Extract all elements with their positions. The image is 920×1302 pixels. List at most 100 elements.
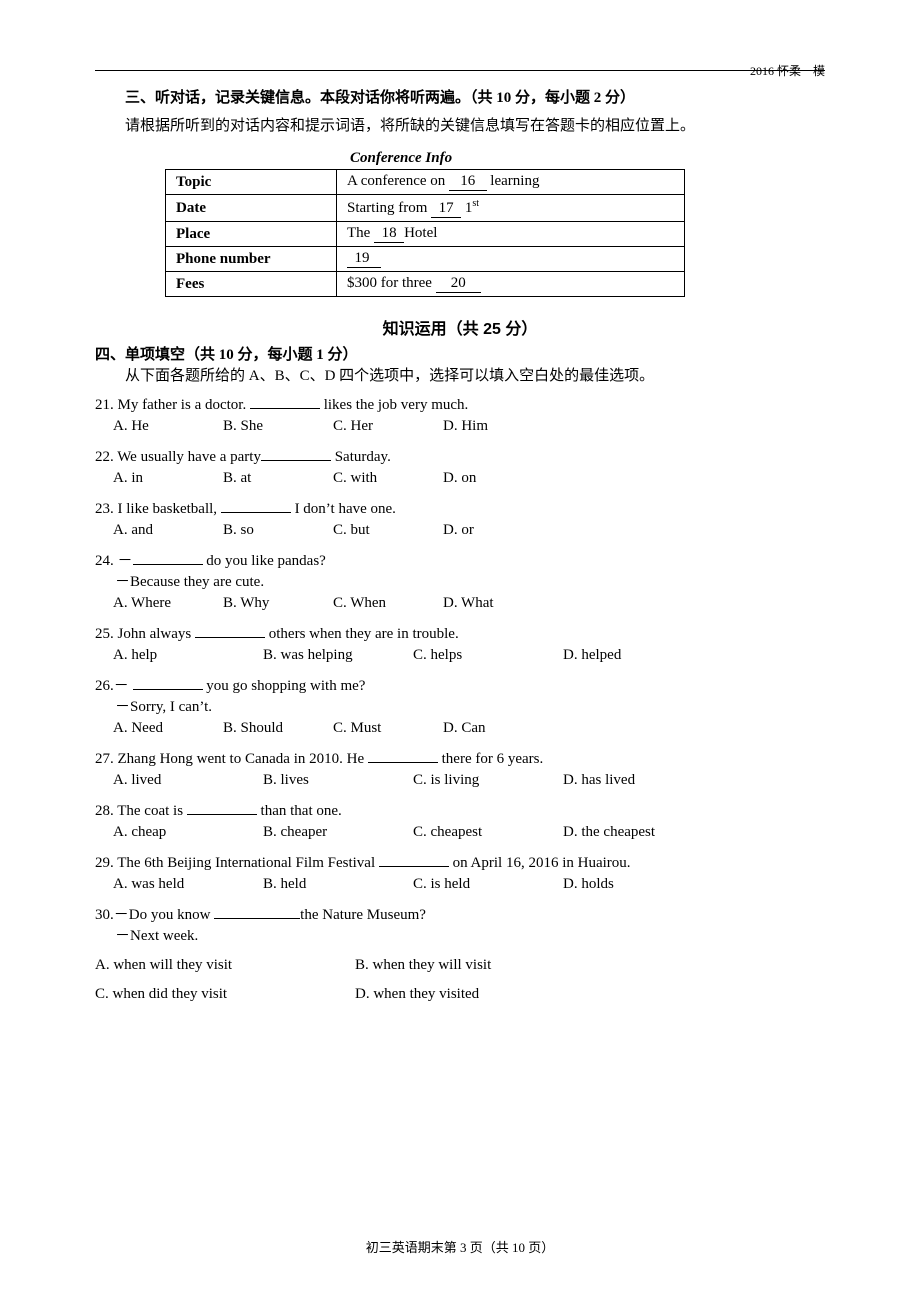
fill-blank[interactable] (187, 799, 257, 815)
answer-option[interactable]: C. with (333, 468, 443, 489)
answer-option[interactable]: D. holds (563, 874, 713, 895)
answer-option[interactable]: C. but (333, 520, 443, 541)
table-row: TopicA conference on 16 learning (166, 170, 685, 195)
fill-blank[interactable]: 17 (431, 200, 461, 218)
answer-option[interactable]: B. Should (223, 718, 333, 739)
fill-blank[interactable]: 20 (436, 275, 481, 293)
page-footer: 初三英语期末第 3 页（共 10 页） (0, 1237, 920, 1256)
answer-option[interactable]: A. Where (113, 593, 223, 614)
answer-option[interactable]: A. He (113, 416, 223, 437)
table-label: Topic (166, 170, 337, 195)
answer-option[interactable]: C. when did they visit (95, 984, 355, 1005)
questions-container: 21. My father is a doctor. likes the job… (95, 393, 825, 1005)
question-29: 29. The 6th Beijing International Film F… (95, 851, 825, 895)
table-value: 19 (337, 247, 685, 272)
conference-info-title: Conference Info (350, 150, 825, 167)
fill-blank[interactable] (214, 903, 300, 919)
table-row: PlaceThe 18 Hotel (166, 222, 685, 247)
answer-option[interactable]: D. has lived (563, 770, 713, 791)
answer-option[interactable]: D. or (443, 520, 553, 541)
answer-option[interactable]: A. in (113, 468, 223, 489)
fill-blank[interactable] (133, 674, 203, 690)
question-stem: 23. I like basketball, I don’t have one. (95, 497, 825, 520)
answer-option[interactable]: A. and (113, 520, 223, 541)
question-stem: 21. My father is a doctor. likes the job… (95, 393, 825, 416)
answer-option[interactable]: B. when they will visit (355, 955, 615, 976)
fill-blank[interactable] (195, 622, 265, 638)
fill-blank[interactable] (221, 497, 291, 513)
answer-option[interactable]: A. lived (113, 770, 263, 791)
table-row: DateStarting from 17 1st (166, 195, 685, 222)
table-label: Fees (166, 272, 337, 297)
answer-option[interactable]: C. is living (413, 770, 563, 791)
table-value: $300 for three 20 (337, 272, 685, 297)
answer-option[interactable]: B. cheaper (263, 822, 413, 843)
options-row: A. livedB. livesC. is livingD. has lived (113, 770, 825, 791)
section-3-title: 三、听对话，记录关键信息。本段对话你将听两遍。（共 10 分，每小题 2 分） (95, 86, 825, 107)
fill-blank[interactable]: 16 (449, 173, 487, 191)
question-stem: 24. － do you like pandas? (95, 549, 825, 572)
question-27: 27. Zhang Hong went to Canada in 2010. H… (95, 747, 825, 791)
answer-option[interactable]: C. Her (333, 416, 443, 437)
question-30: 30.－Do you know the Nature Museum?－Next … (95, 903, 825, 1005)
answer-option[interactable]: C. helps (413, 645, 563, 666)
answer-option[interactable]: B. was helping (263, 645, 413, 666)
fill-blank[interactable] (368, 747, 438, 763)
answer-option[interactable]: A. help (113, 645, 263, 666)
answer-option[interactable]: A. was held (113, 874, 263, 895)
section-3-instruction: 请根据所听到的对话内容和提示词语，将所缺的关键信息填写在答题卡的相应位置上。 (95, 114, 825, 135)
answer-option[interactable]: C. Must (333, 718, 443, 739)
question-stem: 25. John always others when they are in … (95, 622, 825, 645)
fill-blank[interactable] (379, 851, 449, 867)
table-label: Date (166, 195, 337, 222)
answer-option[interactable]: B. Why (223, 593, 333, 614)
table-label: Place (166, 222, 337, 247)
answer-option[interactable]: D. helped (563, 645, 713, 666)
table-label: Phone number (166, 247, 337, 272)
answer-option[interactable]: B. She (223, 416, 333, 437)
table-value: A conference on 16 learning (337, 170, 685, 195)
options-row: A. NeedB. ShouldC. MustD. Can (113, 718, 825, 739)
question-26: 26.－ you go shopping with me?－Sorry, I c… (95, 674, 825, 739)
fill-blank[interactable] (261, 445, 331, 461)
question-24: 24. － do you like pandas?－Because they a… (95, 549, 825, 614)
answer-option[interactable]: D. on (443, 468, 553, 489)
answer-option[interactable]: A. when will they visit (95, 955, 355, 976)
fill-blank[interactable]: 18 (374, 225, 404, 243)
table-value: The 18 Hotel (337, 222, 685, 247)
question-response: －Because they are cute. (115, 572, 825, 593)
section-4-instruction: 从下面各题所给的 A、B、C、D 四个选项中，选择可以填入空白处的最佳选项。 (95, 364, 825, 385)
answer-option[interactable]: D. What (443, 593, 553, 614)
top-rule (95, 70, 825, 71)
fill-blank[interactable] (133, 549, 203, 565)
answer-option[interactable]: C. cheapest (413, 822, 563, 843)
answer-option[interactable]: B. so (223, 520, 333, 541)
answer-option[interactable]: D. Him (443, 416, 553, 437)
question-stem: 30.－Do you know the Nature Museum? (95, 903, 825, 926)
answer-option[interactable]: A. Need (113, 718, 223, 739)
options-row: A. andB. soC. butD. or (113, 520, 825, 541)
answer-option[interactable]: D. when they visited (355, 984, 615, 1005)
answer-option[interactable]: D. Can (443, 718, 553, 739)
options-row: A. WhereB. WhyC. WhenD. What (113, 593, 825, 614)
question-stem: 22. We usually have a party Saturday. (95, 445, 825, 468)
answer-option[interactable]: D. the cheapest (563, 822, 713, 843)
options-row: A. was heldB. heldC. is heldD. holds (113, 874, 825, 895)
fill-blank[interactable]: 19 (347, 250, 381, 268)
answer-option[interactable]: B. at (223, 468, 333, 489)
answer-option[interactable]: A. cheap (113, 822, 263, 843)
section-4-title: 四、单项填空（共 10 分，每小题 1 分） (95, 343, 825, 364)
fill-blank[interactable] (250, 393, 320, 409)
superscript: st (472, 198, 479, 209)
question-response: －Next week. (115, 926, 825, 947)
question-stem: 28. The coat is than that one. (95, 799, 825, 822)
options-row: A. when will they visitB. when they will… (95, 955, 825, 976)
answer-option[interactable]: C. is held (413, 874, 563, 895)
answer-option[interactable]: B. lives (263, 770, 413, 791)
table-value: Starting from 17 1st (337, 195, 685, 222)
conference-info-block: Conference Info TopicA conference on 16 … (165, 150, 825, 297)
answer-option[interactable]: C. When (333, 593, 443, 614)
question-response: －Sorry, I can’t. (115, 697, 825, 718)
question-23: 23. I like basketball, I don’t have one.… (95, 497, 825, 541)
answer-option[interactable]: B. held (263, 874, 413, 895)
